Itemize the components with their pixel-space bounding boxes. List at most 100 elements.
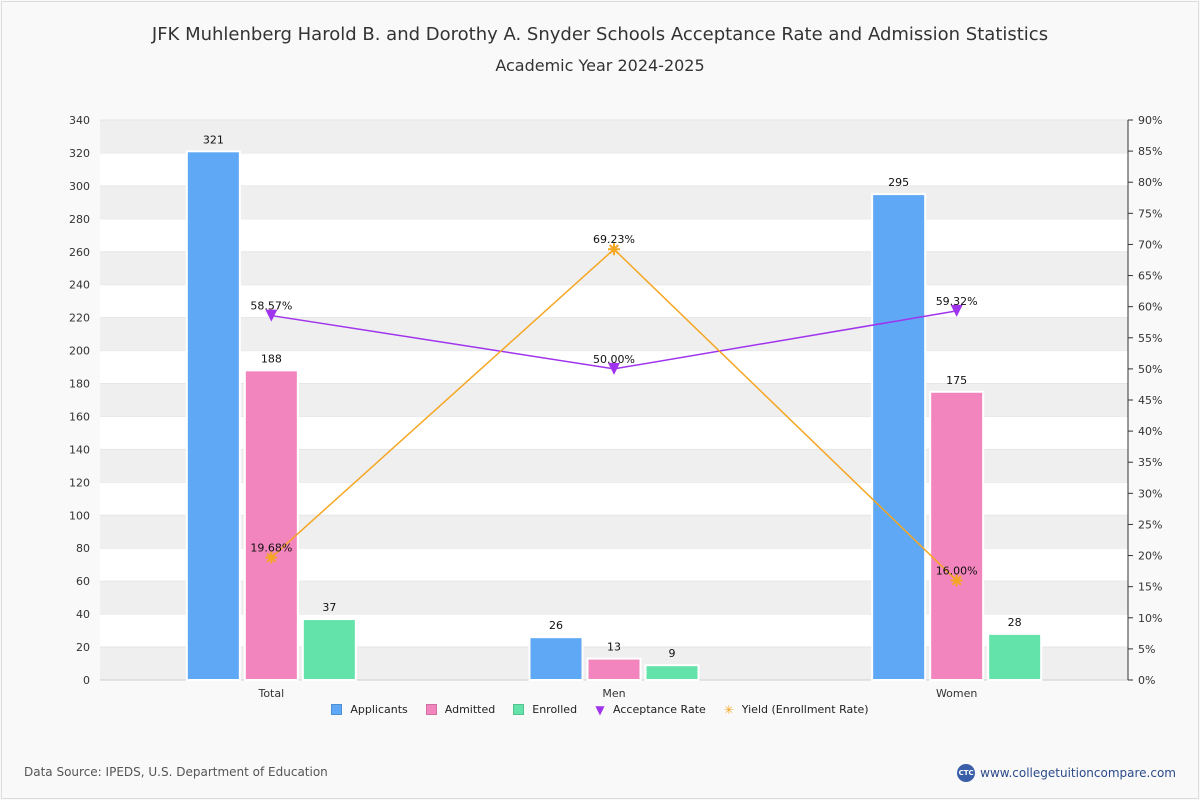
y2-tick-label: 60% — [1138, 301, 1162, 314]
line-value-label: 19.68% — [250, 542, 292, 555]
line-value-label: 69.23% — [593, 233, 635, 246]
legend-label: Yield (Enrollment Rate) — [741, 703, 869, 716]
bar-applicants — [528, 636, 584, 681]
y2-tick-label: 25% — [1138, 518, 1162, 531]
y-tick-label: 200 — [69, 345, 90, 358]
y2-tick-label: 55% — [1138, 332, 1162, 345]
legend-label: Acceptance Rate — [613, 703, 706, 716]
y2-tick-label: 80% — [1138, 176, 1162, 189]
star-icon: ✳ — [723, 702, 734, 717]
acceptance-rate-marker — [265, 309, 278, 322]
line-value-label: 58.57% — [250, 300, 292, 313]
y-tick-label: 80 — [76, 542, 90, 555]
y2-tick-label: 5% — [1138, 643, 1155, 656]
bar-value-label: 175 — [946, 374, 967, 387]
yield-marker — [265, 551, 278, 564]
y2-tick-label: 20% — [1138, 550, 1162, 563]
yield-marker-stroke — [951, 575, 962, 586]
legend: Applicants Admitted Enrolled ▼ Acceptance Ra… — [0, 703, 1200, 716]
yield-marker — [950, 574, 963, 587]
y2-tick-label: 10% — [1138, 612, 1162, 625]
bar-applicants — [871, 193, 927, 681]
chart-title: JFK Muhlenberg Harold B. and Dorothy A. … — [151, 24, 1049, 45]
brand-logo-icon: CTC — [957, 764, 976, 782]
x-tick-label: Men — [602, 687, 625, 700]
bar-value-label: 295 — [888, 176, 909, 189]
y2-tick-label: 85% — [1138, 145, 1162, 158]
bar-value-label: 13 — [607, 641, 621, 654]
legend-item: Enrolled — [513, 703, 577, 716]
legend-item: Admitted — [425, 703, 496, 716]
grid-band — [100, 317, 1128, 351]
brand-link[interactable]: CTC www.collegetuitioncompare.com — [957, 764, 1176, 782]
grid-band — [100, 185, 1128, 219]
bar-admitted — [243, 369, 299, 681]
y2-tick-label: 75% — [1138, 207, 1162, 220]
legend-item: Applicants — [331, 703, 408, 716]
grid-band — [100, 120, 1128, 153]
yield-marker-stroke — [266, 552, 277, 563]
y-tick-label: 60 — [76, 575, 90, 588]
legend-item: ▼ Acceptance Rate — [595, 702, 706, 717]
y-tick-label: 220 — [69, 312, 90, 325]
legend-swatch — [331, 704, 343, 715]
legend-label: Admitted — [444, 703, 496, 716]
y-tick-label: 160 — [69, 410, 90, 423]
y-tick-label: 20 — [76, 641, 90, 654]
grid-band — [100, 251, 1128, 285]
y-tick-label: 300 — [69, 180, 90, 193]
y-tick-label: 260 — [69, 246, 90, 259]
bar-enrolled — [644, 664, 700, 681]
bar-value-label: 9 — [669, 647, 676, 660]
y2-tick-label: 50% — [1138, 363, 1162, 376]
y-tick-label: 320 — [69, 147, 90, 160]
bar-applicants — [185, 150, 241, 681]
y2-tick-label: 70% — [1138, 238, 1162, 251]
bar-admitted — [586, 657, 642, 682]
y-tick-label: 280 — [69, 213, 90, 226]
y2-tick-label: 45% — [1138, 394, 1162, 407]
yield-marker-stroke — [609, 244, 619, 255]
y2-tick-label: 30% — [1138, 487, 1162, 500]
bar-enrolled — [301, 618, 357, 682]
y-tick-label: 40 — [76, 608, 90, 621]
y2-tick-label: 90% — [1138, 114, 1162, 127]
acceptance-rate-marker — [950, 304, 963, 317]
y-tick-label: 340 — [69, 114, 90, 127]
acceptance-rate-marker — [608, 362, 620, 375]
bar-value-label: 321 — [203, 133, 224, 146]
y2-tick-label: 0% — [1138, 674, 1155, 687]
legend-swatch — [425, 704, 437, 715]
legend-item: ✳ Yield (Enrollment Rate) — [724, 703, 869, 716]
legend-label: Enrolled — [532, 703, 578, 716]
y-tick-label: 100 — [69, 509, 90, 522]
y2-tick-label: 15% — [1138, 581, 1162, 594]
bar-admitted — [929, 390, 985, 681]
legend-label: Applicants — [350, 703, 408, 716]
yield-marker — [608, 243, 620, 256]
y-tick-label: 120 — [69, 476, 90, 489]
line-value-label: 59.32% — [936, 295, 978, 308]
bar-value-label: 188 — [261, 352, 282, 365]
bar-value-label: 37 — [322, 601, 336, 614]
y2-tick-label: 40% — [1138, 425, 1162, 438]
x-tick-label: Women — [936, 687, 977, 700]
data-source: Data Source: IPEDS, U.S. Department of E… — [24, 765, 328, 779]
y2-tick-label: 65% — [1138, 270, 1162, 283]
y-tick-label: 240 — [69, 279, 90, 292]
x-tick-label: Total — [257, 687, 284, 700]
y2-tick-label: 35% — [1138, 456, 1162, 469]
legend-swatch — [513, 704, 525, 715]
chart-subtitle: Academic Year 2024-2025 — [495, 56, 705, 75]
bar-value-label: 26 — [549, 619, 563, 632]
y-tick-label: 180 — [69, 378, 90, 391]
bar-enrolled — [987, 632, 1043, 681]
bar-value-label: 28 — [1008, 616, 1022, 629]
y-tick-label: 140 — [69, 443, 90, 456]
triangle-down-icon: ▼ — [595, 702, 605, 717]
brand-url: www.collegetuitioncompare.com — [980, 766, 1176, 780]
line-value-label: 16.00% — [936, 564, 978, 577]
y-tick-label: 0 — [83, 674, 90, 687]
line-value-label: 50.00% — [593, 353, 635, 366]
